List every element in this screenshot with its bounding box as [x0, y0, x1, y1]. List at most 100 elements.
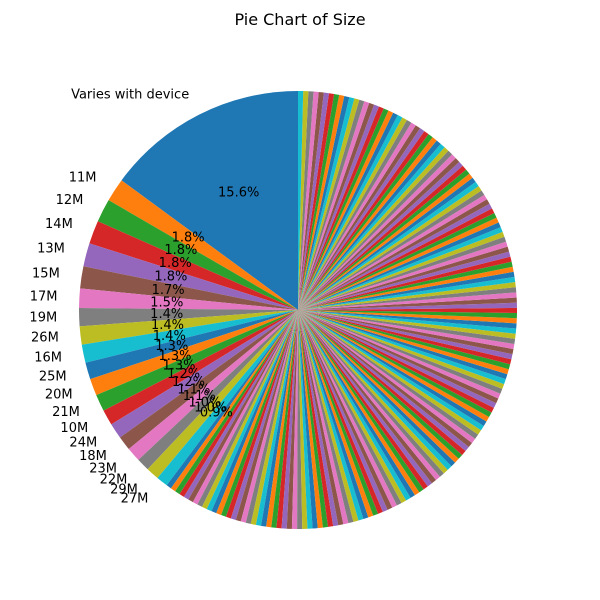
pie-slice — [298, 203, 492, 310]
pie-slice — [298, 143, 445, 310]
slice-label: Varies with device — [71, 88, 189, 103]
pie-slice — [298, 310, 397, 508]
pie-slice — [298, 194, 487, 310]
pie-slice — [298, 310, 329, 528]
pie-slice — [298, 310, 512, 365]
pie-slice — [298, 310, 516, 344]
pie-slice — [298, 190, 485, 310]
pie-slice — [298, 310, 428, 490]
slice-percent-label: 1.1% — [183, 389, 216, 404]
slice-percent-label: 1.4% — [153, 329, 186, 344]
pie-slice — [96, 310, 299, 411]
slice-label: 23M — [89, 462, 117, 477]
pie-slice — [298, 154, 456, 310]
pie-slice — [298, 310, 516, 339]
pie-slice — [298, 310, 494, 413]
pie-slice — [298, 208, 495, 310]
pie-slice — [298, 310, 481, 435]
slice-percent-label: 1.8% — [172, 231, 205, 246]
slice-percent-label: 1.2% — [172, 375, 205, 390]
pie-slice — [230, 310, 298, 520]
pie-slice — [298, 90, 304, 310]
pie-slice — [170, 310, 298, 492]
pie-slice — [298, 161, 463, 310]
pie-slice — [298, 310, 407, 503]
pie-slice — [298, 276, 516, 310]
pie-slice — [298, 310, 424, 493]
pie-slice — [298, 310, 432, 487]
pie-slice — [89, 221, 299, 310]
pie-slice — [298, 297, 517, 310]
pie-slice — [235, 310, 298, 522]
pie-slice — [79, 310, 299, 345]
slice-percent-label: 1.0% — [188, 395, 221, 410]
pie-slice — [298, 310, 349, 525]
pie-slice — [79, 308, 298, 327]
pie-slice — [79, 288, 298, 310]
pie-slice — [298, 287, 517, 310]
pie-slice — [298, 231, 505, 310]
pie-slice — [206, 310, 298, 512]
slice-percent-label: 1.4% — [151, 318, 184, 333]
slice-label: 22M — [100, 473, 128, 488]
pie-slice — [298, 310, 440, 481]
slice-percent-label: 1.3% — [162, 358, 195, 373]
slice-label: 20M — [45, 388, 73, 403]
slice-label: 14M — [45, 217, 73, 232]
pie-slice — [97, 200, 298, 310]
slice-label: 26M — [31, 331, 59, 346]
pie-slice — [298, 307, 518, 314]
pie-slice — [298, 91, 314, 311]
pie-slice — [298, 310, 420, 496]
pie-slice — [216, 310, 298, 516]
pie-slice — [298, 310, 411, 501]
pie-slice — [298, 106, 384, 310]
pie-slice — [298, 310, 513, 360]
pie-slice — [298, 310, 374, 518]
pie-slice — [298, 173, 473, 310]
pie-slice — [298, 310, 323, 529]
pie-slice — [298, 104, 379, 310]
pie-slice — [188, 310, 298, 503]
pie-slice — [298, 310, 415, 498]
pie-slice — [83, 243, 298, 310]
pie-slice — [298, 310, 517, 319]
pie-slice — [211, 310, 298, 514]
slice-percent-label: 15.6% — [218, 185, 259, 200]
pie-slice — [298, 310, 511, 370]
pie-slice — [179, 310, 298, 497]
pie-slice — [175, 310, 298, 495]
pie-slice — [157, 310, 298, 486]
slice-label: 10M — [60, 421, 88, 436]
slice-percent-label: 1.1% — [177, 383, 210, 398]
pie-slice — [298, 310, 469, 452]
pie-slice — [298, 108, 389, 310]
pie-slice — [298, 256, 512, 310]
pie-slice — [298, 241, 508, 310]
pie-slice — [298, 134, 433, 310]
slice-label: 11M — [69, 171, 97, 186]
slice-label: 15M — [32, 267, 60, 282]
pie-slice — [298, 310, 476, 443]
pie-slice — [298, 310, 313, 529]
pie-slice — [298, 310, 517, 329]
pie-slice — [298, 91, 319, 310]
pie-slice — [298, 227, 503, 310]
pie-slice — [298, 310, 369, 519]
pie-slice — [266, 310, 298, 528]
pie-slice — [221, 310, 298, 517]
slice-label: 17M — [30, 290, 58, 305]
pie-slice — [225, 310, 298, 519]
pie-slice — [81, 310, 299, 363]
pie-slice — [108, 180, 298, 310]
slice-label: 19M — [29, 311, 57, 326]
pie-slice — [298, 246, 510, 310]
slice-percent-label: 1.8% — [154, 269, 187, 284]
pie-slice — [298, 199, 490, 310]
pie-slice — [147, 310, 298, 478]
slice-label: 29M — [110, 483, 138, 498]
pie-slice — [298, 125, 421, 310]
pie-slice — [298, 99, 365, 310]
pie-slice — [298, 271, 515, 310]
